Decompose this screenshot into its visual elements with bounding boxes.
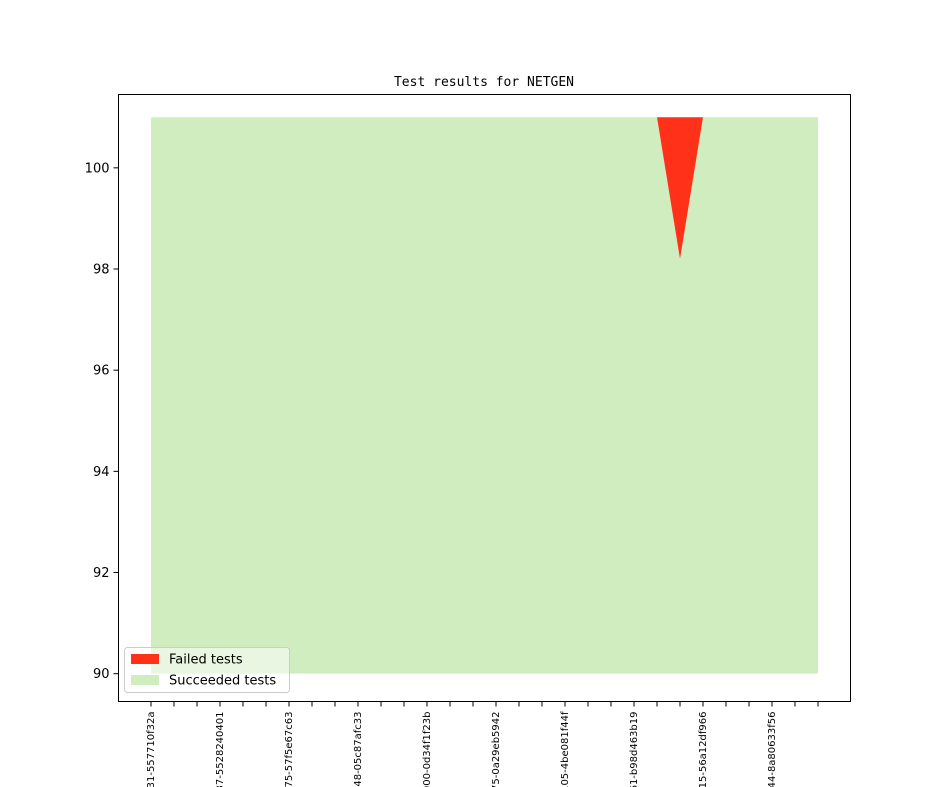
series-area-succeeded-tests bbox=[151, 117, 818, 674]
plot-frame bbox=[118, 94, 851, 702]
series-area-failed-tests bbox=[151, 117, 818, 259]
x-tick-label: 44-8a80633f56 bbox=[767, 712, 778, 787]
x-tick-label: 75-0a29eb5942 bbox=[491, 712, 502, 787]
legend-swatch bbox=[131, 675, 159, 685]
y-axis: 90 92 94 96 98 100 bbox=[85, 161, 119, 682]
x-tick-label: 000-0d34f1f23b bbox=[422, 712, 433, 787]
y-tick-label: 94 bbox=[93, 465, 110, 480]
legend: Failed tests Succeeded tests bbox=[124, 647, 290, 693]
y-tick-label: 100 bbox=[85, 161, 110, 176]
y-tick-label: 92 bbox=[93, 566, 110, 581]
x-tick-label: 075-57f5e67c63 bbox=[284, 712, 295, 787]
x-tick-label: 048-05c87afc33 bbox=[353, 712, 364, 787]
x-tick-label: 31-557710f32a bbox=[146, 712, 157, 787]
legend-swatch bbox=[131, 654, 159, 664]
x-axis: 31-557710f32a 37-5528240401 075-57f5e67c63… bbox=[146, 701, 819, 787]
y-tick-label: 98 bbox=[93, 263, 110, 278]
legend-label: Failed tests bbox=[169, 653, 243, 668]
x-tick-label: 61-b98d463b19 bbox=[629, 712, 640, 787]
legend-box bbox=[124, 647, 290, 693]
chart-title: Test results for NETGEN bbox=[394, 75, 574, 90]
x-tick-label: 37-5528240401 bbox=[215, 712, 226, 787]
legend-label: Succeeded tests bbox=[169, 674, 276, 689]
x-tick-label: 105-4be081f44f bbox=[560, 711, 571, 787]
y-tick-label: 96 bbox=[93, 364, 110, 379]
y-tick-label: 90 bbox=[93, 667, 110, 682]
x-tick-label: 15-56a12df966 bbox=[698, 712, 709, 787]
series-layer bbox=[151, 117, 818, 674]
